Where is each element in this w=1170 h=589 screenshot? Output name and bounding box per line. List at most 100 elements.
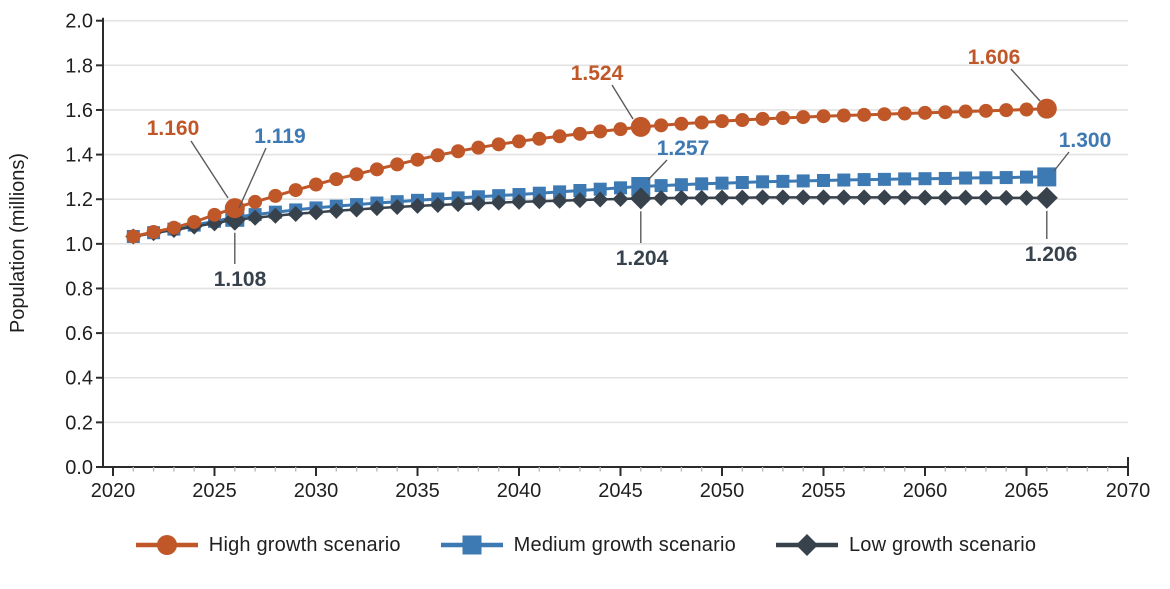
data-point-marker (998, 189, 1015, 206)
y-tick-label: 0.2 (65, 412, 93, 434)
annotation-value-label: 1.119 (254, 125, 305, 148)
annotation-value-label: 1.300 (1059, 129, 1112, 152)
annotation-value-label: 1.108 (214, 268, 267, 291)
data-point-marker (898, 172, 912, 186)
data-point-marker (451, 144, 466, 159)
y-tick-label: 1.0 (65, 234, 93, 256)
data-point-marker (774, 189, 791, 206)
data-point-marker (572, 126, 587, 141)
data-point-marker (1037, 167, 1057, 187)
y-tick-label: 2.0 (65, 11, 93, 33)
legend-label: High growth scenario (208, 533, 401, 556)
data-point-marker (897, 106, 912, 121)
data-point-marker (267, 207, 284, 224)
data-point-marker (551, 192, 568, 209)
data-point-marker (795, 534, 818, 556)
series-lines (125, 98, 1058, 245)
square-legend-marker-icon (440, 535, 503, 555)
data-point-marker (816, 109, 831, 124)
data-point-marker (877, 107, 892, 122)
data-point-marker (126, 229, 141, 244)
data-point-marker (224, 198, 245, 219)
data-point-marker (957, 189, 974, 206)
data-point-marker (187, 214, 202, 229)
data-point-marker (287, 205, 304, 222)
data-point-marker (999, 171, 1013, 185)
annotation-leader-line (238, 147, 267, 209)
data-point-marker (532, 131, 547, 146)
data-point-marker (614, 181, 627, 195)
data-point-marker (654, 179, 668, 193)
data-point-marker (1018, 189, 1035, 206)
data-point-marker (796, 110, 811, 125)
y-tick-label: 0.6 (65, 323, 93, 345)
data-point-marker (918, 105, 932, 120)
series-medium-growth (126, 167, 1057, 243)
data-point-marker (754, 189, 771, 206)
circle-legend-marker-icon (135, 535, 198, 555)
data-point-marker (288, 183, 303, 198)
data-point-marker (653, 190, 670, 207)
data-point-marker (369, 162, 384, 177)
data-point-marker (329, 172, 344, 187)
y-tick-label: 1.4 (65, 145, 93, 167)
data-point-marker (532, 186, 546, 200)
series-low-growth (125, 186, 1058, 245)
data-point-marker (593, 124, 608, 139)
x-tick-label: 2045 (598, 480, 643, 502)
annotation-leader-line (647, 159, 668, 181)
data-point-marker (694, 115, 709, 130)
legend-item-high-growth: High growth scenario (134, 532, 401, 558)
data-point-marker (462, 535, 482, 555)
data-point-marker (734, 189, 751, 206)
annotation-medium-2046: 1.257 (647, 137, 710, 181)
data-point-marker (857, 173, 871, 187)
data-point-marker (896, 189, 913, 206)
legend-label: Low growth scenario (848, 533, 1037, 556)
data-point-marker (471, 140, 486, 155)
data-point-marker (815, 189, 832, 206)
data-point-marker (755, 111, 770, 126)
series-line (133, 196, 1047, 238)
data-point-marker (856, 189, 873, 206)
data-point-marker (795, 189, 812, 206)
data-point-marker (328, 202, 345, 219)
data-point-marker (631, 177, 651, 197)
annotation-value-label: 1.257 (657, 137, 710, 160)
y-tick-label: 1.2 (65, 189, 93, 211)
data-point-marker (938, 171, 952, 185)
data-point-marker (207, 207, 222, 222)
legend-item-medium-growth: Medium growth scenario (439, 532, 736, 558)
data-point-marker (1035, 186, 1058, 209)
data-point-marker (714, 189, 730, 206)
data-point-marker (917, 189, 933, 206)
data-point-marker (857, 107, 872, 122)
data-point-marker (837, 173, 851, 187)
annotation-value-label: 1.206 (1025, 243, 1078, 266)
data-point-marker (308, 204, 324, 221)
data-point-marker (775, 110, 790, 125)
x-tick-label: 2030 (294, 480, 339, 502)
data-point-marker (511, 193, 527, 210)
data-point-marker (247, 209, 264, 226)
data-point-marker (776, 174, 790, 188)
data-point-marker (836, 108, 851, 123)
data-point-marker (673, 189, 690, 206)
annotation-value-label: 1.524 (571, 62, 624, 85)
data-point-marker (938, 105, 953, 120)
data-point-marker (756, 175, 770, 189)
data-point-marker (430, 148, 445, 163)
annotation-high-2046: 1.524 (571, 62, 634, 120)
diamond-legend-marker-icon (775, 534, 838, 556)
data-point-marker (410, 152, 425, 167)
annotation-medium-2066: 1.300 (1053, 129, 1112, 172)
annotation-value-label: 1.160 (147, 117, 200, 140)
data-point-marker (573, 184, 587, 198)
data-point-marker (876, 189, 893, 206)
data-point-marker (612, 190, 629, 207)
data-point-marker (715, 176, 729, 190)
x-tick-label: 2050 (700, 480, 745, 502)
data-point-marker (674, 116, 689, 131)
data-point-marker (552, 129, 567, 144)
data-point-marker (348, 201, 365, 218)
